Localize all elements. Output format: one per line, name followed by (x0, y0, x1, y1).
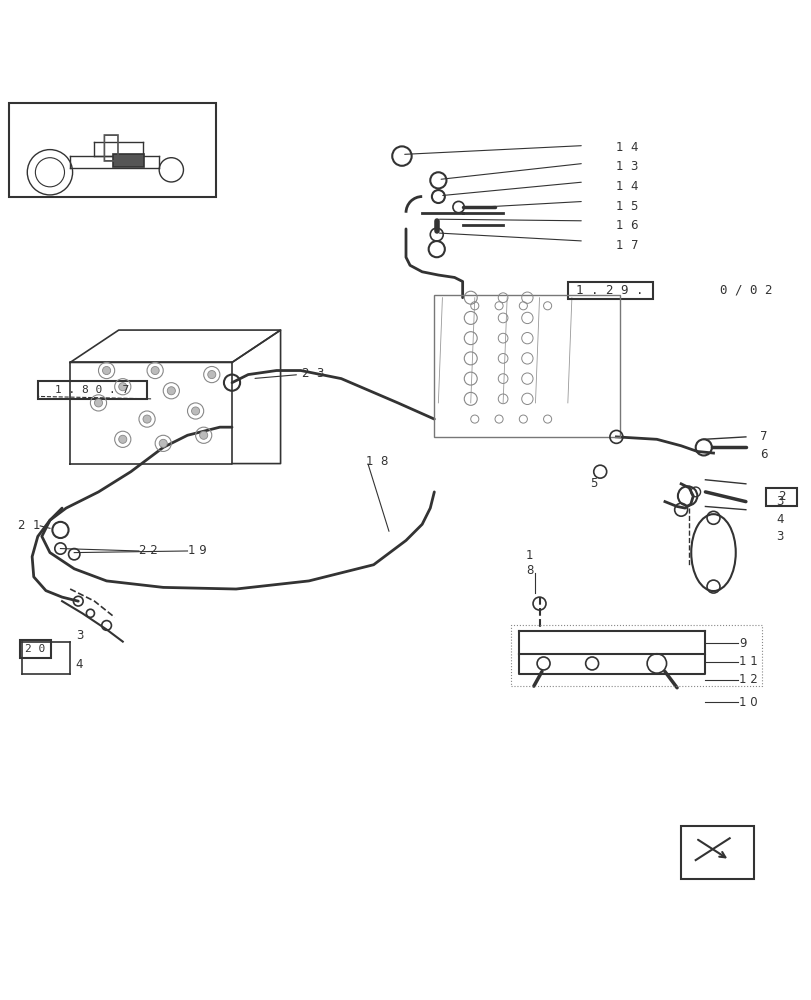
Circle shape (191, 407, 200, 415)
Circle shape (102, 366, 110, 375)
Text: 5: 5 (590, 477, 597, 490)
Text: 1  4: 1 4 (616, 141, 638, 154)
Bar (10, 103, 216, 197)
Text: 1  5: 1 5 (616, 200, 638, 213)
Text: 3: 3 (75, 629, 83, 642)
Text: 2: 2 (777, 490, 784, 503)
Text: 4: 4 (75, 658, 84, 671)
Text: 0 / 0 2: 0 / 0 2 (719, 284, 771, 297)
Text: 1 0: 1 0 (739, 696, 757, 709)
Circle shape (118, 383, 127, 391)
Circle shape (208, 371, 216, 379)
Text: 1 9: 1 9 (187, 544, 206, 557)
Text: 2  3: 2 3 (302, 367, 324, 380)
Circle shape (151, 366, 159, 375)
Circle shape (143, 415, 151, 423)
Circle shape (200, 431, 208, 439)
Text: 1  7: 1 7 (616, 239, 638, 252)
Circle shape (159, 439, 167, 447)
Text: 1  6: 1 6 (616, 219, 638, 232)
Text: 🚜: 🚜 (101, 133, 119, 162)
Text: 2 2: 2 2 (139, 544, 157, 557)
Bar (765, 488, 796, 506)
Circle shape (94, 399, 102, 407)
Bar (680, 826, 753, 879)
Text: 1  3: 1 3 (616, 160, 638, 173)
Bar (567, 282, 652, 299)
Bar (434, 295, 620, 437)
Text: 9: 9 (739, 637, 746, 650)
Circle shape (118, 435, 127, 443)
Text: 3: 3 (775, 495, 783, 508)
Text: 4: 4 (775, 513, 783, 526)
Text: 3: 3 (775, 530, 783, 543)
Text: 8: 8 (525, 564, 533, 577)
Text: 1 1: 1 1 (739, 655, 757, 668)
Text: 2 0: 2 0 (25, 644, 45, 654)
Bar (20, 640, 51, 658)
Circle shape (167, 387, 175, 395)
Text: 2  1: 2 1 (18, 519, 40, 532)
Text: 1: 1 (525, 549, 533, 562)
Text: 1 . 8 0 . 7: 1 . 8 0 . 7 (55, 385, 129, 395)
Text: 1 2: 1 2 (739, 673, 757, 686)
Text: 6: 6 (760, 448, 767, 461)
Bar (113, 154, 144, 167)
Text: 7: 7 (760, 430, 767, 443)
Text: 1  8: 1 8 (365, 455, 388, 468)
Bar (38, 381, 147, 399)
Text: 1  4: 1 4 (616, 180, 638, 193)
Text: 1 . 2 9 .: 1 . 2 9 . (576, 284, 643, 297)
